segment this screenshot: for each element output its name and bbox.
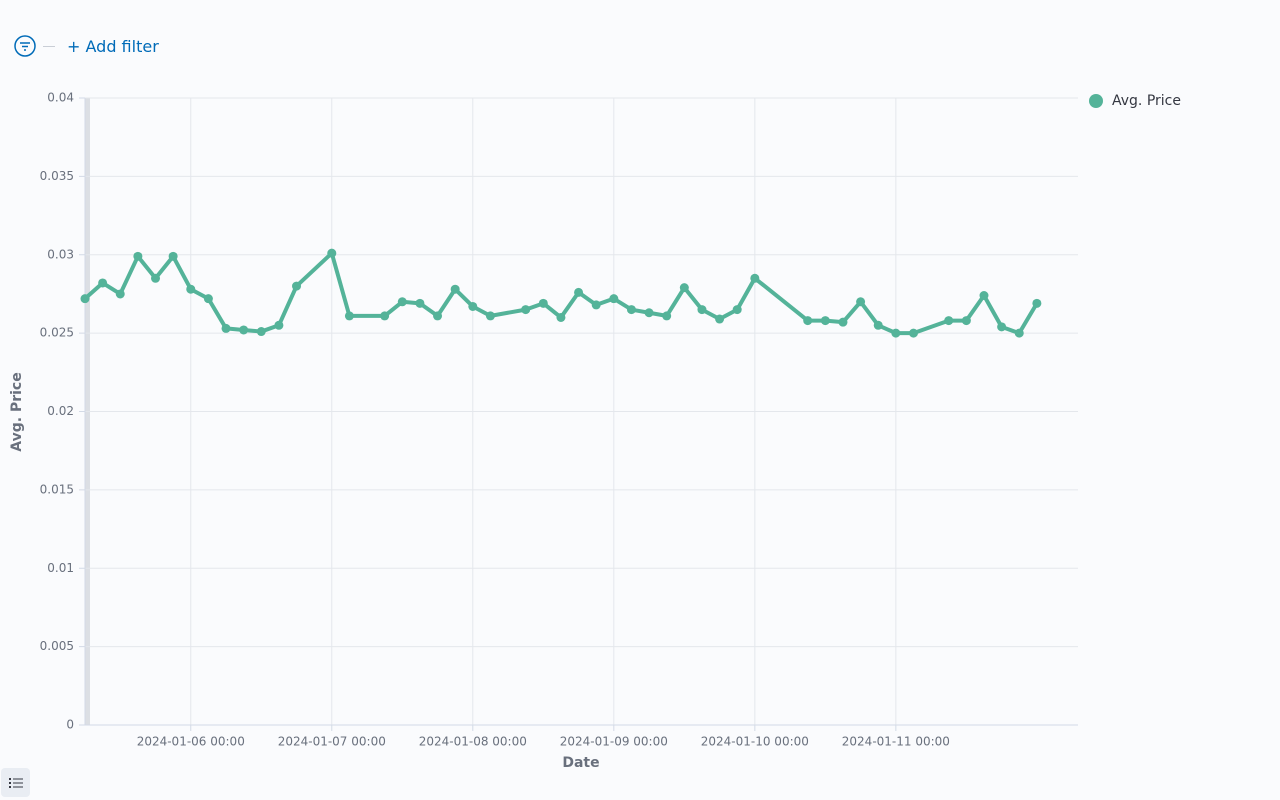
data-point: [186, 284, 196, 294]
data-point: [609, 294, 619, 304]
data-point: [626, 305, 636, 315]
separator: [43, 45, 55, 47]
data-point: [521, 305, 531, 315]
data-point: [715, 314, 725, 324]
data-point: [732, 305, 742, 315]
x-tick-label: 2024-01-11 00:00: [842, 735, 950, 749]
x-tick-label: 2024-01-10 00:00: [701, 735, 809, 749]
list-icon: [8, 777, 23, 788]
legend-toggle[interactable]: [1, 768, 30, 797]
y-tick-label: 0.015: [40, 482, 74, 496]
y-tick-label: 0.005: [40, 639, 74, 653]
add-filter[interactable]: + Add filter: [67, 36, 159, 56]
data-point: [115, 289, 125, 299]
y-axis-title: Avg. Price: [9, 372, 25, 451]
data-point: [662, 311, 672, 321]
data-point: [697, 305, 707, 315]
data-point: [591, 300, 601, 310]
x-tick-label: 2024-01-09 00:00: [560, 735, 668, 749]
data-point: [80, 294, 90, 304]
legend-label: Avg. Price: [1112, 93, 1181, 109]
brush-edge: [85, 98, 90, 725]
data-point: [820, 316, 830, 326]
filter-icon[interactable]: [13, 34, 37, 58]
y-tick-label: 0.025: [40, 326, 74, 340]
data-point: [450, 284, 460, 294]
data-point: [274, 320, 284, 330]
y-tick-label: 0.01: [47, 561, 74, 575]
data-point: [468, 301, 478, 311]
data-point: [679, 283, 689, 293]
data-point: [151, 273, 161, 283]
data-point: [415, 298, 425, 308]
x-tick-label: 2024-01-06 00:00: [137, 735, 245, 749]
data-point: [556, 312, 566, 322]
data-point: [961, 316, 971, 326]
data-point: [574, 287, 584, 297]
data-point: [750, 273, 760, 283]
filter-bar: + Add filter: [0, 28, 159, 64]
data-point: [397, 297, 407, 307]
series-line: [83, 251, 1039, 336]
data-point: [856, 297, 866, 307]
data-point: [803, 316, 813, 326]
data-point: [1014, 328, 1024, 338]
data-point: [256, 327, 266, 337]
x-tick-label: 2024-01-08 00:00: [419, 735, 527, 749]
data-point: [485, 311, 495, 321]
data-point: [327, 248, 337, 258]
x-axis-title: Date: [562, 755, 599, 771]
data-point: [838, 317, 848, 327]
data-point: [344, 311, 354, 321]
data-point: [98, 278, 108, 288]
y-tick-label: 0.04: [47, 91, 74, 105]
data-point: [997, 322, 1007, 332]
data-point: [1032, 298, 1042, 308]
data-point: [168, 251, 178, 261]
data-point: [908, 328, 918, 338]
data-point: [979, 291, 989, 301]
legend-swatch: [1089, 94, 1103, 108]
x-tick-label: 2024-01-07 00:00: [278, 735, 386, 749]
data-point: [292, 281, 302, 291]
y-tick-label: 0: [66, 718, 74, 732]
y-tick-label: 0.035: [40, 169, 74, 183]
y-tick-label: 0.02: [47, 404, 74, 418]
data-point: [644, 308, 654, 318]
data-point: [203, 294, 213, 304]
data-point: [221, 323, 231, 333]
data-point: [891, 328, 901, 338]
data-point: [380, 311, 390, 321]
data-point: [239, 325, 249, 335]
y-tick-label: 0.03: [47, 247, 74, 261]
data-point: [873, 320, 883, 330]
data-point: [433, 311, 443, 321]
data-point: [944, 316, 954, 326]
data-point: [538, 298, 548, 308]
data-point: [133, 251, 143, 261]
